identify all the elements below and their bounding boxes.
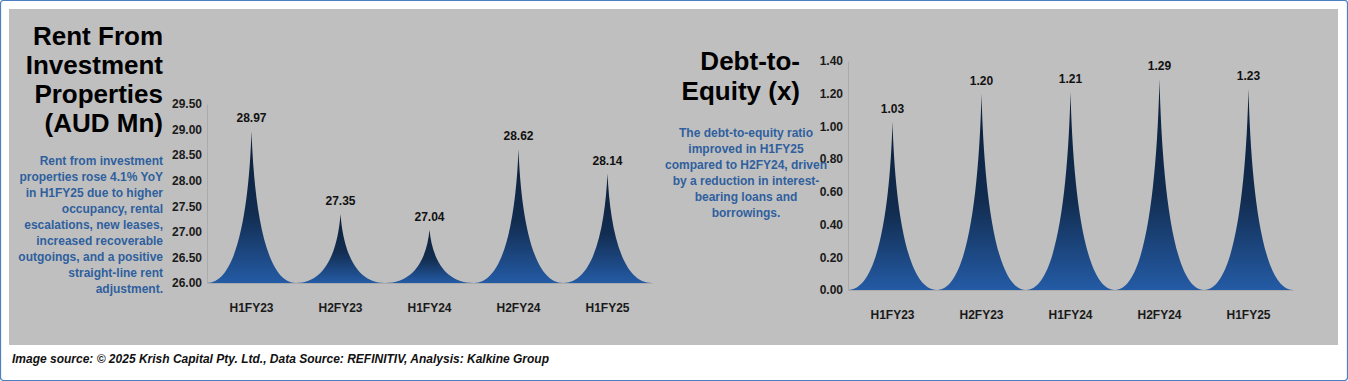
y-tick: 0.00: [820, 283, 848, 297]
y-tick-label: 28.00: [172, 174, 202, 188]
x-tick-label: H1FY24: [1048, 308, 1092, 322]
x-tick-label: H2FY23: [959, 308, 1003, 322]
y-tick: 28.50: [172, 148, 207, 162]
chart: 26.00 26.50 27.00 27.50 28.00 28.50 29.00 29.50…: [18, 21, 652, 315]
x-tick: H2FY23: [959, 290, 1003, 322]
x-tick: H1FY23: [870, 290, 914, 322]
data-labels: 1.03 1.20 1.21 1.29 1.23: [881, 59, 1261, 116]
y-tick: 27.00: [172, 225, 207, 239]
x-tick: H1FY23: [229, 283, 273, 315]
x-tick-label: H2FY24: [496, 301, 540, 315]
x-axis: H1FY23 H2FY23 H1FY24 H2FY24 H1FY25: [849, 290, 1294, 322]
y-tick: 29.50: [172, 97, 207, 111]
y-tick-label: 26.00: [172, 276, 202, 290]
y-tick: 26.50: [172, 251, 207, 265]
spike-bar: [207, 131, 296, 283]
y-tick-label: 26.50: [172, 251, 202, 265]
y-tick-label: 1.20: [820, 87, 844, 101]
spike-bar: [563, 174, 652, 283]
x-tick-label: H1FY23: [229, 301, 273, 315]
data-label: 28.14: [592, 154, 622, 168]
y-tick-label: 0.40: [820, 218, 844, 232]
y-tick-label: 1.00: [820, 120, 844, 134]
data-label: 27.04: [414, 210, 444, 224]
panel: [9, 9, 1338, 345]
marks: [848, 79, 1293, 290]
y-tick: 0.40: [820, 218, 848, 232]
x-tick: H2FY24: [1137, 290, 1181, 322]
y-tick-label: 0.20: [820, 251, 844, 265]
x-tick: H2FY24: [496, 283, 540, 315]
x-tick: H1FY24: [1048, 290, 1092, 322]
x-tick-label: H2FY24: [1137, 308, 1181, 322]
spike-bar: [385, 230, 474, 283]
y-tick: 0.60: [820, 185, 848, 199]
data-label: 27.35: [325, 194, 355, 208]
y-axis: 0.000.200.400.600.801.001.201.40: [820, 54, 849, 297]
spike-bar: [296, 214, 385, 283]
spike-bar: [848, 122, 937, 290]
data-label: 1.29: [1148, 59, 1172, 73]
frame: [1, 1, 1348, 381]
spike-bar: [1115, 79, 1204, 290]
spike-bar: [1204, 89, 1293, 290]
data-labels: 28.97 27.35 27.04 28.62 28.14: [236, 111, 622, 224]
x-tick-label: H1FY23: [870, 308, 914, 322]
y-axis-line: [848, 62, 849, 291]
x-tick: H1FY24: [407, 283, 451, 315]
data-label: 28.62: [503, 129, 533, 143]
y-tick-label: 0.00: [820, 283, 844, 297]
x-axis-line: [849, 290, 1294, 291]
spike-bar: [1026, 92, 1115, 290]
y-tick: 29.00: [172, 123, 207, 137]
chart: 0.000.200.400.600.801.001.201.40H1FY23H2…: [665, 46, 1294, 322]
y-tick-label: 27.00: [172, 225, 202, 239]
x-tick-label: H1FY24: [407, 301, 451, 315]
x-tick: H2FY23: [318, 283, 362, 315]
x-tick-label: H1FY25: [585, 301, 629, 315]
y-tick-label: 1.40: [820, 54, 844, 68]
y-tick: 1.20: [820, 87, 848, 101]
y-tick: 0.20: [820, 251, 848, 265]
x-axis: H1FY23 H2FY23 H1FY24 H2FY24 H1FY25: [208, 283, 653, 315]
spike-bar: [474, 149, 563, 283]
chart-title: Rent FromInvestmentProperties(AUD Mn): [26, 21, 164, 138]
x-tick-label: H2FY23: [318, 301, 362, 315]
footer: Image source: © 2025 Krish Capital Pty. …: [12, 352, 549, 366]
y-tick-label: 0.60: [820, 185, 844, 199]
spike-bar: [937, 94, 1026, 290]
annotation: The debt-to-equity ratioimproved in H1FY…: [665, 126, 827, 220]
marks: [207, 131, 652, 283]
y-axis-line: [207, 105, 208, 284]
data-label: 1.20: [970, 74, 994, 88]
y-tick: 26.00: [172, 276, 207, 290]
data-label: 28.97: [236, 111, 266, 125]
y-tick-label: 29.50: [172, 97, 202, 111]
page: 26.00 26.50 27.00 27.50 28.00 28.50 29.00 29.50…: [0, 0, 1348, 381]
y-tick: 1.00: [820, 120, 848, 134]
data-label: 1.23: [1237, 69, 1261, 83]
y-tick: 27.50: [172, 200, 207, 214]
y-tick-label: 27.50: [172, 200, 202, 214]
y-tick: 28.00: [172, 174, 207, 188]
x-tick: H1FY25: [585, 283, 629, 315]
y-tick-label: 29.00: [172, 123, 202, 137]
x-tick-label: H1FY25: [1226, 308, 1270, 322]
chart-title: Debt-to-Equity (x): [682, 46, 800, 106]
data-label: 1.21: [1059, 72, 1083, 86]
data-label: 1.03: [881, 102, 905, 116]
y-tick: 1.40: [820, 54, 848, 68]
x-tick: H1FY25: [1226, 290, 1270, 322]
y-tick-label: 28.50: [172, 148, 202, 162]
annotation: Rent from investmentproperties rose 4.1%…: [18, 154, 163, 296]
x-axis-line: [208, 283, 653, 284]
y-axis: 26.00 26.50 27.00 27.50 28.00 28.50 29.00 29.50: [172, 97, 208, 290]
